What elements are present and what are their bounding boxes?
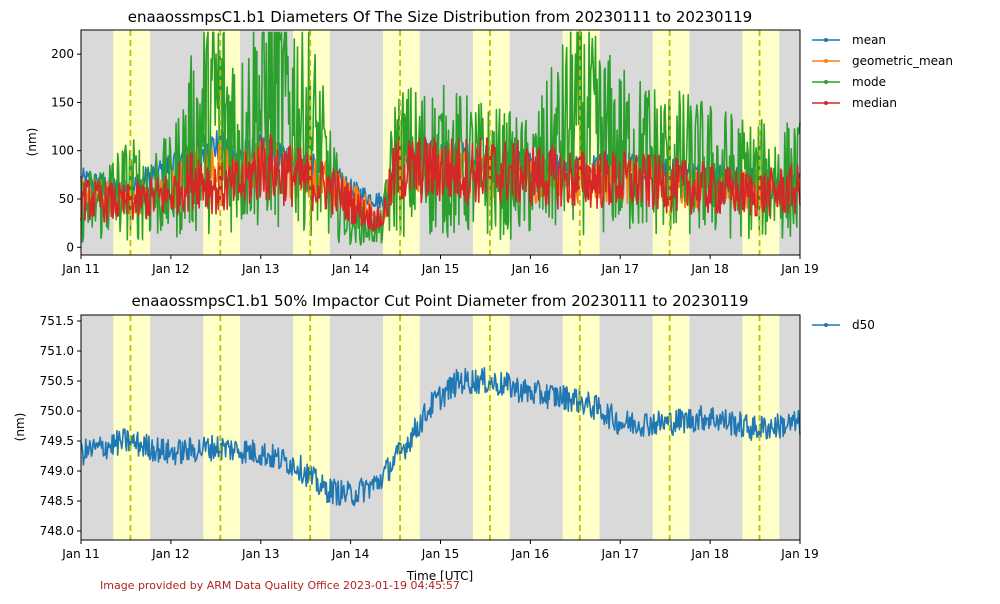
- series-line: [80, 133, 801, 232]
- x-tick-label: Jan 18: [690, 547, 729, 561]
- legend-marker: [824, 323, 828, 327]
- x-tick-label: Jan 14: [331, 547, 370, 561]
- x-tick-label: Jan 19: [780, 547, 819, 561]
- daytime-band: [472, 315, 510, 540]
- x-tick-label: Jan 17: [600, 262, 639, 276]
- x-tick-label: Jan 18: [690, 262, 729, 276]
- legend-label: geometric_mean: [852, 54, 953, 68]
- y-tick-label: 750.0: [40, 404, 74, 418]
- x-tick-label: Jan 15: [421, 547, 460, 561]
- daytime-band: [113, 315, 151, 540]
- y-tick-label: 749.0: [40, 464, 74, 478]
- daytime-band: [562, 315, 600, 540]
- chart-title: enaaossmpsC1.b1 50% Impactor Cut Point D…: [132, 292, 749, 310]
- legend-marker: [824, 80, 828, 84]
- y-axis-label: (nm): [25, 128, 39, 157]
- x-tick-label: Jan 17: [600, 547, 639, 561]
- x-axis-label: Time [UTC]: [406, 569, 473, 583]
- legend-marker: [824, 59, 828, 63]
- y-tick-label: 751.5: [40, 314, 74, 328]
- x-tick-label: Jan 13: [241, 547, 280, 561]
- y-tick-label: 748.0: [40, 524, 74, 538]
- x-tick-label: Jan 11: [61, 262, 100, 276]
- x-tick-label: Jan 16: [511, 262, 550, 276]
- credit-text: Image provided by ARM Data Quality Offic…: [100, 579, 460, 592]
- y-tick-label: 750.5: [40, 374, 74, 388]
- x-tick-label: Jan 15: [421, 262, 460, 276]
- x-tick-label: Jan 13: [241, 262, 280, 276]
- y-tick-label: 50: [59, 192, 74, 206]
- y-tick-label: 751.0: [40, 344, 74, 358]
- x-tick-label: Jan 11: [61, 547, 100, 561]
- y-tick-label: 749.5: [40, 434, 74, 448]
- series-line: [80, 367, 801, 507]
- legend-label: mean: [852, 33, 886, 47]
- y-axis-label: (nm): [13, 413, 27, 442]
- legend-label: d50: [852, 318, 875, 332]
- y-tick-label: 150: [51, 95, 74, 109]
- impactor-cut-point-panel: enaaossmpsC1.b1 50% Impactor Cut Point D…: [13, 292, 875, 583]
- daytime-band: [203, 315, 241, 540]
- x-tick-label: Jan 12: [151, 547, 190, 561]
- size-distribution-panel: enaaossmpsC1.b1 Diameters Of The Size Di…: [25, 8, 953, 276]
- legend-marker: [824, 101, 828, 105]
- legend-marker: [824, 38, 828, 42]
- x-tick-label: Jan 14: [331, 262, 370, 276]
- y-tick-label: 748.5: [40, 494, 74, 508]
- x-tick-label: Jan 16: [511, 547, 550, 561]
- daytime-band: [293, 315, 330, 540]
- y-tick-label: 200: [51, 47, 74, 61]
- legend-label: median: [852, 96, 897, 110]
- legend-label: mode: [852, 75, 886, 89]
- y-tick-label: 0: [66, 240, 74, 254]
- x-tick-label: Jan 12: [151, 262, 190, 276]
- x-tick-label: Jan 19: [780, 262, 819, 276]
- chart-title: enaaossmpsC1.b1 Diameters Of The Size Di…: [128, 8, 752, 26]
- series-line: [80, 31, 801, 246]
- daytime-band: [113, 30, 151, 255]
- y-tick-label: 100: [51, 144, 74, 158]
